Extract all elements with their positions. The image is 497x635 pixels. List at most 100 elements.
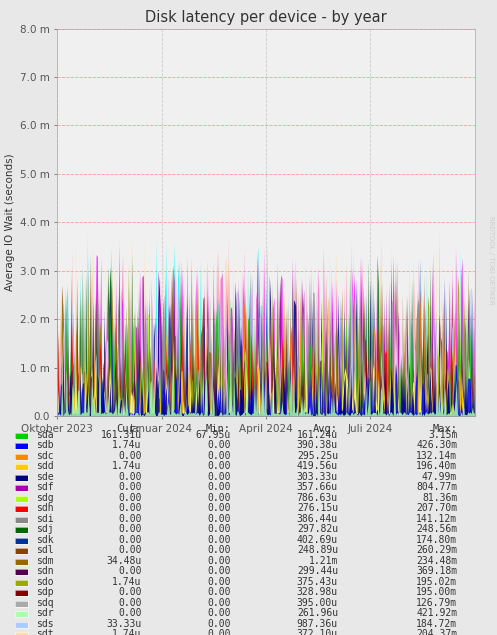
Text: 196.40m: 196.40m [416, 462, 457, 471]
Text: 786.63u: 786.63u [297, 493, 338, 503]
Text: 0.00: 0.00 [208, 514, 231, 524]
Text: sdq: sdq [36, 598, 53, 608]
Text: 1.21m: 1.21m [309, 556, 338, 566]
Text: 395.00u: 395.00u [297, 598, 338, 608]
Text: 0.00: 0.00 [118, 504, 142, 514]
Text: 195.02m: 195.02m [416, 577, 457, 587]
Text: 303.33u: 303.33u [297, 472, 338, 482]
Text: 132.14m: 132.14m [416, 451, 457, 461]
Text: RRDTOOL / TOBI OETIKER: RRDTOOL / TOBI OETIKER [488, 216, 494, 305]
Text: 421.92m: 421.92m [416, 608, 457, 618]
Text: sdm: sdm [36, 556, 53, 566]
Text: 0.00: 0.00 [208, 608, 231, 618]
Text: 0.00: 0.00 [208, 493, 231, 503]
Text: 161.31u: 161.31u [100, 430, 142, 440]
Text: 0.00: 0.00 [118, 493, 142, 503]
Text: 1.74u: 1.74u [112, 462, 142, 471]
Text: 0.00: 0.00 [118, 525, 142, 535]
Text: 126.79m: 126.79m [416, 598, 457, 608]
Text: sdt: sdt [36, 629, 53, 635]
Text: sdr: sdr [36, 608, 53, 618]
Text: 81.36m: 81.36m [422, 493, 457, 503]
Text: 0.00: 0.00 [118, 598, 142, 608]
Text: 328.98u: 328.98u [297, 587, 338, 598]
Text: sdl: sdl [36, 545, 53, 556]
Text: 34.48u: 34.48u [106, 556, 142, 566]
Text: 297.82u: 297.82u [297, 525, 338, 535]
Text: 0.00: 0.00 [208, 629, 231, 635]
Text: 0.00: 0.00 [118, 472, 142, 482]
Text: 0.00: 0.00 [208, 577, 231, 587]
Text: 0.00: 0.00 [118, 545, 142, 556]
Text: 261.96u: 261.96u [297, 608, 338, 618]
Text: 0.00: 0.00 [208, 545, 231, 556]
Text: 141.12m: 141.12m [416, 514, 457, 524]
Text: 0.00: 0.00 [118, 608, 142, 618]
Text: 0.00: 0.00 [208, 556, 231, 566]
Text: 204.37m: 204.37m [416, 629, 457, 635]
Text: sdn: sdn [36, 566, 53, 577]
Text: 402.69u: 402.69u [297, 535, 338, 545]
Text: 0.00: 0.00 [208, 483, 231, 493]
Text: sdc: sdc [36, 451, 53, 461]
Text: 419.56u: 419.56u [297, 462, 338, 471]
Text: 372.10u: 372.10u [297, 629, 338, 635]
Y-axis label: Average IO Wait (seconds): Average IO Wait (seconds) [5, 154, 15, 291]
Text: 295.25u: 295.25u [297, 451, 338, 461]
Text: 161.24u: 161.24u [297, 430, 338, 440]
Text: 987.36u: 987.36u [297, 619, 338, 629]
Text: 248.89u: 248.89u [297, 545, 338, 556]
Text: Cur:: Cur: [117, 424, 142, 434]
Text: 0.00: 0.00 [208, 587, 231, 598]
Text: 207.70m: 207.70m [416, 504, 457, 514]
Text: 0.00: 0.00 [118, 566, 142, 577]
Text: 426.30m: 426.30m [416, 441, 457, 450]
Text: 33.33u: 33.33u [106, 619, 142, 629]
Text: 260.29m: 260.29m [416, 545, 457, 556]
Text: sdb: sdb [36, 441, 53, 450]
Text: sde: sde [36, 472, 53, 482]
Text: 1.74u: 1.74u [112, 629, 142, 635]
Text: 386.44u: 386.44u [297, 514, 338, 524]
Text: sdj: sdj [36, 525, 53, 535]
Text: 0.00: 0.00 [208, 472, 231, 482]
Text: 195.00m: 195.00m [416, 587, 457, 598]
Text: sda: sda [36, 430, 53, 440]
Text: 0.00: 0.00 [118, 535, 142, 545]
Text: 3.15m: 3.15m [428, 430, 457, 440]
Text: 1.74u: 1.74u [112, 577, 142, 587]
Text: Min:: Min: [206, 424, 231, 434]
Text: Max:: Max: [432, 424, 457, 434]
Text: 804.77m: 804.77m [416, 483, 457, 493]
Text: 0.00: 0.00 [118, 587, 142, 598]
Text: 67.95u: 67.95u [196, 430, 231, 440]
Text: sdd: sdd [36, 462, 53, 471]
Text: 47.99m: 47.99m [422, 472, 457, 482]
Text: 0.00: 0.00 [118, 483, 142, 493]
Text: 0.00: 0.00 [208, 525, 231, 535]
Text: 0.00: 0.00 [208, 619, 231, 629]
Text: 0.00: 0.00 [208, 441, 231, 450]
Text: sdi: sdi [36, 514, 53, 524]
Text: 0.00: 0.00 [208, 451, 231, 461]
Text: 299.44u: 299.44u [297, 566, 338, 577]
Text: sdp: sdp [36, 587, 53, 598]
Text: 0.00: 0.00 [208, 598, 231, 608]
Text: 0.00: 0.00 [208, 566, 231, 577]
Text: 0.00: 0.00 [118, 451, 142, 461]
Text: 0.00: 0.00 [118, 514, 142, 524]
Text: 248.56m: 248.56m [416, 525, 457, 535]
Text: sdk: sdk [36, 535, 53, 545]
Text: 184.72m: 184.72m [416, 619, 457, 629]
Text: sdf: sdf [36, 483, 53, 493]
Text: 390.38u: 390.38u [297, 441, 338, 450]
Text: 375.43u: 375.43u [297, 577, 338, 587]
Text: sdo: sdo [36, 577, 53, 587]
Title: Disk latency per device - by year: Disk latency per device - by year [145, 10, 387, 25]
Text: sdg: sdg [36, 493, 53, 503]
Text: sdh: sdh [36, 504, 53, 514]
Text: 357.66u: 357.66u [297, 483, 338, 493]
Text: 0.00: 0.00 [208, 535, 231, 545]
Text: sds: sds [36, 619, 53, 629]
Text: 0.00: 0.00 [208, 462, 231, 471]
